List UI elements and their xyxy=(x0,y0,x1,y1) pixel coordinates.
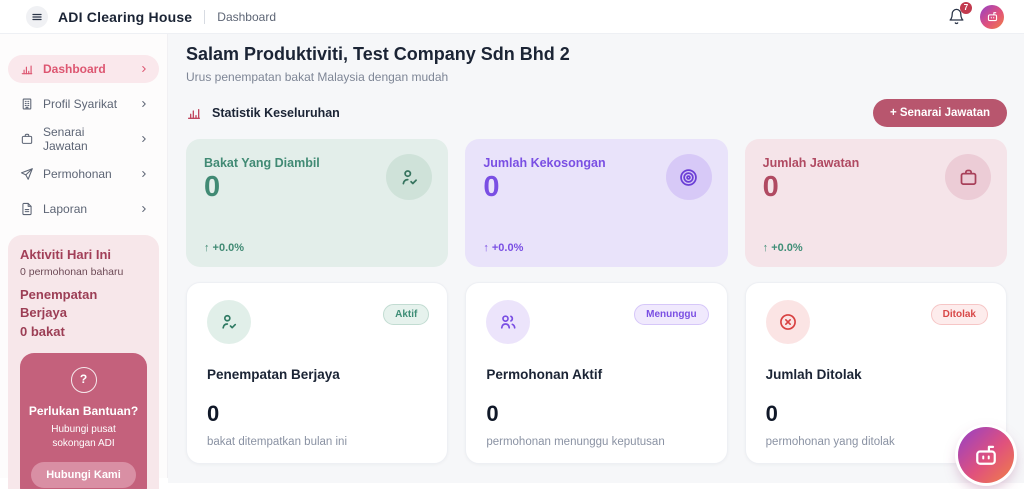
chevron-right-icon xyxy=(142,66,146,72)
activity-new-applications: 0 permohonan baharu xyxy=(20,266,124,278)
top-bar: ADI Clearing House Dashboard 7 xyxy=(0,0,1024,34)
sidebar-item-label: Laporan xyxy=(43,202,88,216)
stat-trend: ↑ +0.0% xyxy=(204,242,245,254)
profile-avatar[interactable] xyxy=(980,4,1004,29)
document-icon xyxy=(22,202,32,216)
contact-us-button[interactable]: Hubungi Kami xyxy=(31,461,136,488)
building-icon xyxy=(22,98,32,110)
summary-caption: permohonan menunggu keputusan xyxy=(486,436,665,448)
help-card: ? Perlukan Bantuan? Hubungi pusat sokong… xyxy=(20,352,147,489)
main-content: Salam Produktiviti, Test Company Sdn Bhd… xyxy=(168,34,1024,483)
person-check-icon xyxy=(386,154,433,200)
page-title: Salam Produktiviti, Test Company Sdn Bhd… xyxy=(186,44,570,64)
summary-value: 0 xyxy=(486,401,499,426)
summary-caption: bakat ditempatkan bulan ini xyxy=(207,436,348,448)
chevron-right-icon xyxy=(142,136,146,142)
notification-count-badge: 7 xyxy=(960,1,972,14)
summary-title: Jumlah Ditolak xyxy=(765,367,862,382)
briefcase-icon xyxy=(21,133,33,144)
bell-icon xyxy=(948,8,964,25)
sidebar-item-dashboard[interactable]: Dashboard xyxy=(8,55,159,83)
add-senarai-jawatan-button[interactable]: + Senarai Jawatan xyxy=(872,99,1007,127)
chevron-right-icon xyxy=(142,171,146,177)
sidebar-item-laporan[interactable]: Laporan xyxy=(8,195,159,223)
help-subtitle: Hubungi pusat sokongan ADI xyxy=(51,423,116,449)
activity-placement-value: 0 bakat xyxy=(20,324,65,340)
robot-icon xyxy=(976,445,996,465)
sidebar-item-label: Permohonan xyxy=(43,167,112,181)
summary-title: Permohonan Aktif xyxy=(486,367,603,382)
app-logo[interactable] xyxy=(26,5,48,28)
status-badge: Ditolak xyxy=(930,304,988,325)
stat-value: 0 xyxy=(204,171,221,203)
summary-value: 0 xyxy=(207,401,220,426)
status-badge: Menunggu xyxy=(634,304,709,325)
stat-label: Jumlah Kekosongan xyxy=(483,156,606,170)
chevron-right-icon xyxy=(142,206,146,212)
page-subtitle: Urus penempatan bakat Malaysia dengan mu… xyxy=(186,70,449,84)
stat-value: 0 xyxy=(483,171,500,203)
chevron-right-icon xyxy=(142,101,146,107)
x-circle-icon xyxy=(765,300,810,344)
target-icon xyxy=(665,154,712,200)
sidebar-item-permohonan[interactable]: Permohonan xyxy=(8,160,159,188)
app-title: ADI Clearing House xyxy=(58,8,193,25)
send-icon xyxy=(20,168,33,180)
activity-placement-label: Penempatan Berjaya xyxy=(20,287,98,320)
sidebar-nav: Dashboard Profil Syarikat xyxy=(0,34,167,223)
robot-icon xyxy=(987,12,997,22)
menu-lines-icon xyxy=(32,13,42,20)
section-title: Statistik Keseluruhan xyxy=(212,106,340,120)
people-icon xyxy=(486,300,531,344)
stat-card-jumlah-jawatan[interactable]: Jumlah Jawatan 0 ↑ +0.0% xyxy=(744,139,1007,267)
sidebar-item-profil-syarikat[interactable]: Profil Syarikat xyxy=(8,90,159,118)
sidebar-item-label: Profil Syarikat xyxy=(43,97,118,111)
activity-card: Aktiviti Hari Ini 0 permohonan baharu Pe… xyxy=(8,235,159,489)
stat-card-jumlah-kekosongan[interactable]: Jumlah Kekosongan 0 ↑ +0.0% xyxy=(465,139,728,267)
breadcrumb-divider xyxy=(204,9,206,24)
stat-label: Jumlah Jawatan xyxy=(762,156,860,170)
sidebar-item-label: Senarai Jawatan xyxy=(43,125,88,153)
notifications-button[interactable]: 7 xyxy=(944,1,972,29)
section-header: Statistik Keseluruhan + Senarai Jawatan xyxy=(186,99,1007,127)
stat-label: Bakat Yang Diambil xyxy=(204,156,320,170)
summary-card-jumlah-ditolak[interactable]: Ditolak Jumlah Ditolak 0 permohonan yang… xyxy=(744,282,1007,464)
activity-title: Aktiviti Hari Ini xyxy=(20,247,112,262)
bar-chart-icon xyxy=(188,109,200,119)
bar-chart-icon xyxy=(21,65,33,75)
breadcrumb: Dashboard xyxy=(217,9,277,24)
question-mark-icon: ? xyxy=(70,366,97,393)
summary-title: Penempatan Berjaya xyxy=(207,367,340,382)
stat-value: 0 xyxy=(762,171,779,203)
person-check-icon xyxy=(207,300,251,344)
summary-card-permohonan-aktif[interactable]: Menunggu Permohonan Aktif 0 permohonan m… xyxy=(465,282,728,464)
stat-card-bakat-diambil[interactable]: Bakat Yang Diambil 0 ↑ +0.0% xyxy=(186,139,449,267)
stat-trend: ↑ +0.0% xyxy=(483,242,524,254)
sidebar: Dashboard Profil Syarikat xyxy=(0,34,168,489)
stat-card-grid: Bakat Yang Diambil 0 ↑ +0.0% Jumlah Keko… xyxy=(186,139,1007,267)
summary-card-penempatan-berjaya[interactable]: Aktif Penempatan Berjaya 0 bakat ditempa… xyxy=(186,282,449,464)
briefcase-icon xyxy=(945,154,991,200)
sidebar-item-senarai-jawatan[interactable]: Senarai Jawatan xyxy=(8,125,159,153)
summary-card-grid: Aktif Penempatan Berjaya 0 bakat ditempa… xyxy=(186,282,1007,464)
help-title: Perlukan Bantuan? xyxy=(28,403,139,418)
status-badge: Aktif xyxy=(383,304,430,325)
summary-caption: permohonan yang ditolak xyxy=(765,436,895,448)
stat-trend: ↑ +0.0% xyxy=(762,242,803,254)
chatbot-fab[interactable] xyxy=(958,427,1014,483)
summary-value: 0 xyxy=(765,401,778,426)
sidebar-item-label: Dashboard xyxy=(43,62,106,76)
